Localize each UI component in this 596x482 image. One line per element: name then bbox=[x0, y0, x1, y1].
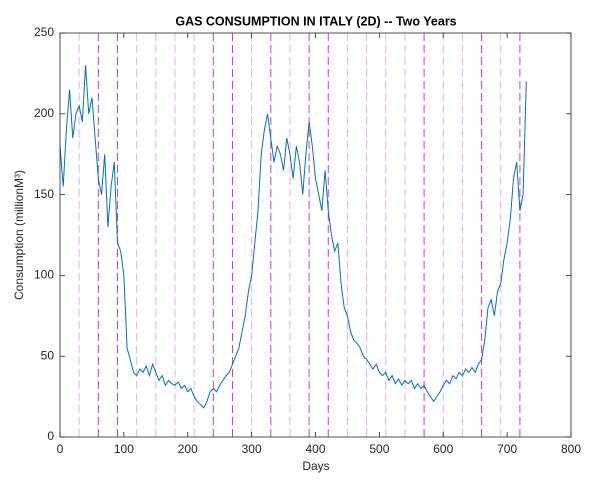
data-line bbox=[59, 65, 527, 409]
y-tick-label: 100 bbox=[34, 268, 54, 282]
y-tick-label: 250 bbox=[34, 25, 54, 39]
y-axis-label: Consumption (millionM³) bbox=[12, 170, 26, 300]
x-tick-label: 400 bbox=[305, 442, 325, 456]
chart-title: GAS CONSUMPTION IN ITALY (2D) -- Two Yea… bbox=[175, 14, 456, 28]
x-tick-label: 0 bbox=[57, 442, 64, 456]
x-tick-label: 600 bbox=[433, 442, 453, 456]
x-tick-label: 800 bbox=[561, 442, 581, 456]
x-tick-label: 300 bbox=[242, 442, 262, 456]
x-tick-label: 200 bbox=[178, 442, 198, 456]
x-tick-label: 500 bbox=[369, 442, 389, 456]
x-axis-label: Days bbox=[302, 459, 329, 473]
y-tick-label: 50 bbox=[41, 348, 55, 362]
x-tick-label: 700 bbox=[497, 442, 517, 456]
y-tick-label: 200 bbox=[34, 106, 54, 120]
y-tick-label: 0 bbox=[47, 429, 54, 443]
x-tick-label: 100 bbox=[114, 442, 134, 456]
y-tick-label: 150 bbox=[34, 187, 54, 201]
